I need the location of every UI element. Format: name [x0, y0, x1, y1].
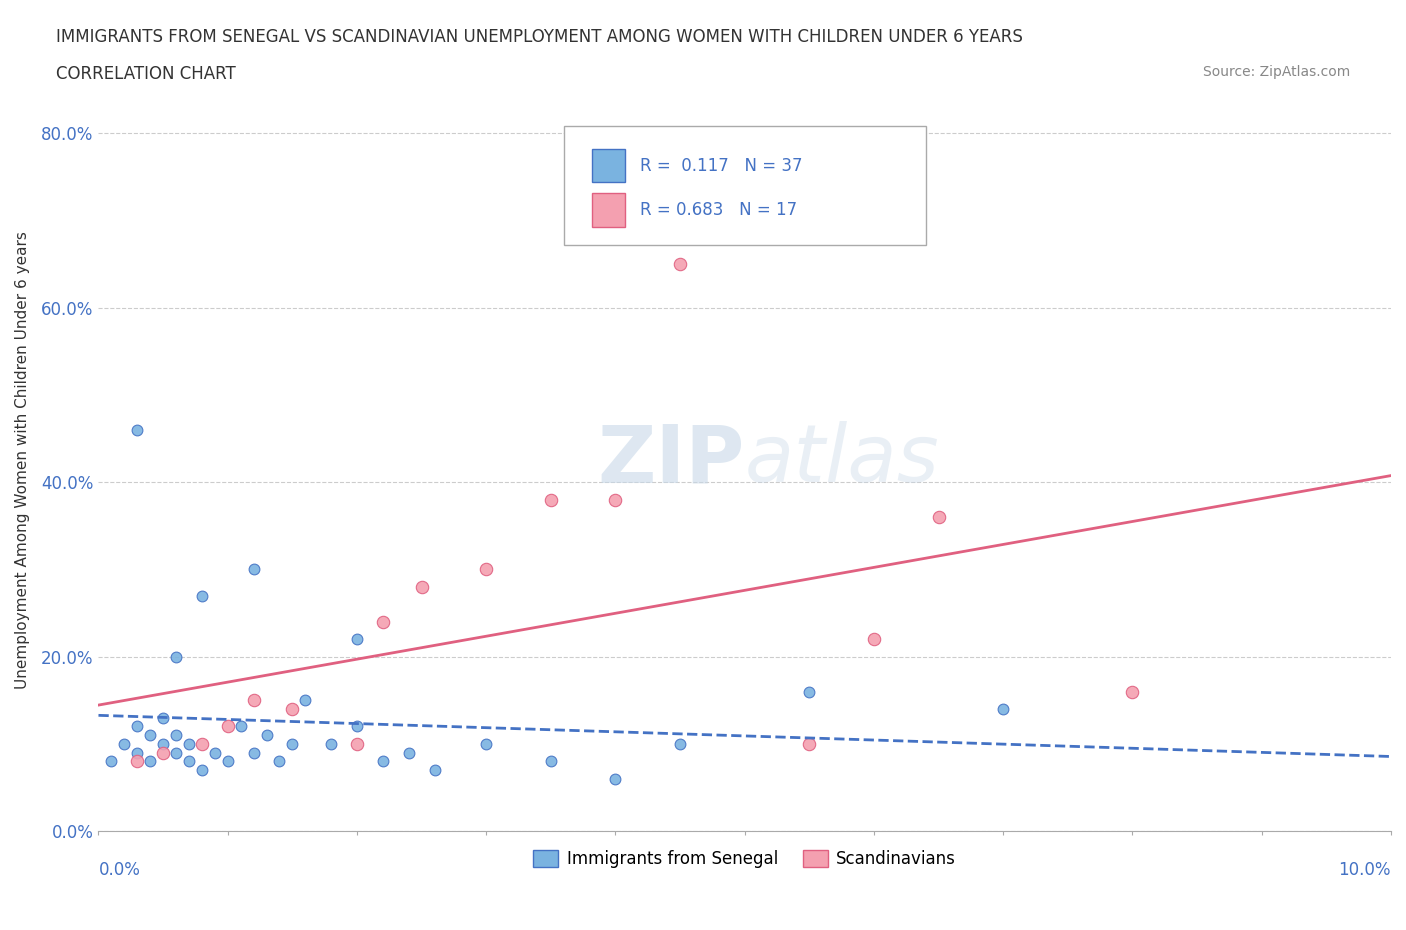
Point: [242, 693, 264, 708]
Legend: Immigrants from Senegal, Scandinavians: Immigrants from Senegal, Scandinavians: [527, 844, 963, 875]
Point: [191, 737, 214, 751]
Point: [321, 737, 343, 751]
Point: [152, 745, 174, 760]
Point: [177, 754, 200, 769]
Point: [217, 754, 239, 769]
Point: [100, 754, 122, 769]
Point: [242, 745, 264, 760]
Point: [928, 510, 950, 525]
Point: [993, 701, 1015, 716]
Point: [139, 754, 162, 769]
Point: [127, 422, 149, 437]
Point: [799, 684, 821, 699]
Point: [371, 615, 394, 630]
Point: [165, 745, 187, 760]
Point: [346, 631, 368, 646]
Point: [371, 754, 394, 769]
Text: 0.0%: 0.0%: [98, 861, 141, 879]
Point: [242, 562, 264, 577]
Text: Source: ZipAtlas.com: Source: ZipAtlas.com: [1202, 65, 1350, 79]
Point: [669, 257, 692, 272]
Point: [204, 745, 226, 760]
Point: [165, 649, 187, 664]
Point: [229, 719, 252, 734]
Point: [423, 763, 446, 777]
Point: [177, 737, 200, 751]
Point: [281, 737, 304, 751]
Point: [127, 754, 149, 769]
Point: [863, 631, 886, 646]
Text: CORRELATION CHART: CORRELATION CHART: [56, 65, 236, 83]
Point: [346, 737, 368, 751]
Point: [191, 763, 214, 777]
FancyBboxPatch shape: [592, 193, 624, 227]
Point: [398, 745, 420, 760]
Text: IMMIGRANTS FROM SENEGAL VS SCANDINAVIAN UNEMPLOYMENT AMONG WOMEN WITH CHILDREN U: IMMIGRANTS FROM SENEGAL VS SCANDINAVIAN …: [56, 28, 1024, 46]
Point: [540, 492, 562, 507]
Point: [475, 737, 498, 751]
Text: R = 0.683   N = 17: R = 0.683 N = 17: [640, 201, 797, 219]
Point: [269, 754, 291, 769]
Point: [605, 771, 627, 786]
Point: [152, 711, 174, 725]
Point: [346, 719, 368, 734]
Point: [127, 719, 149, 734]
Point: [669, 737, 692, 751]
Point: [256, 727, 278, 742]
Point: [191, 588, 214, 603]
Point: [294, 693, 316, 708]
Point: [799, 737, 821, 751]
Point: [281, 701, 304, 716]
Point: [139, 727, 162, 742]
Point: [165, 727, 187, 742]
Point: [127, 745, 149, 760]
Point: [605, 492, 627, 507]
Text: atlas: atlas: [745, 421, 939, 499]
FancyBboxPatch shape: [592, 149, 624, 182]
Point: [152, 737, 174, 751]
FancyBboxPatch shape: [564, 126, 925, 246]
Point: [475, 562, 498, 577]
Text: ZIP: ZIP: [598, 421, 745, 499]
Text: 10.0%: 10.0%: [1339, 861, 1391, 879]
Y-axis label: Unemployment Among Women with Children Under 6 years: Unemployment Among Women with Children U…: [15, 232, 30, 689]
Point: [217, 719, 239, 734]
Point: [540, 754, 562, 769]
Point: [1121, 684, 1143, 699]
Text: R =  0.117   N = 37: R = 0.117 N = 37: [640, 157, 803, 175]
Point: [112, 737, 135, 751]
Point: [411, 579, 433, 594]
